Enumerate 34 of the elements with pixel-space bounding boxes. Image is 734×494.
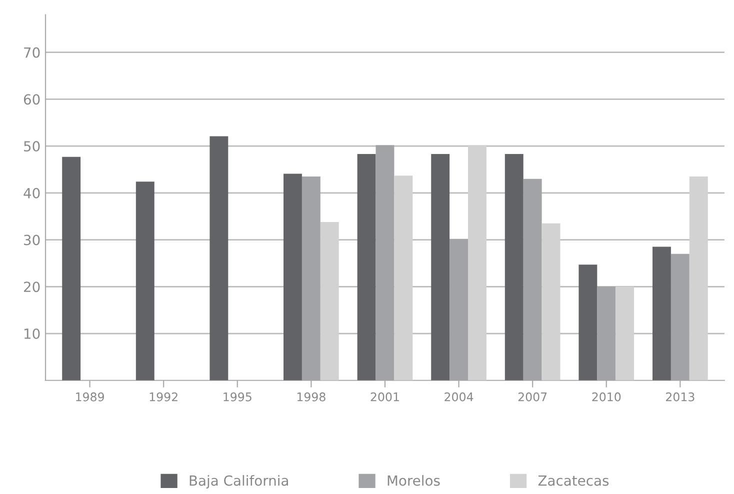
bar [689,176,708,380]
x-tick-label: 1989 [76,392,104,402]
bar [394,176,413,380]
bar [320,222,339,380]
y-tick-label: 70 [24,47,40,58]
y-tick-label: 30 [24,234,40,246]
bar [468,145,486,380]
legend-label: Baja California [190,475,288,489]
bar [136,182,154,380]
bar [578,264,598,380]
bar [504,154,524,380]
bar [284,174,302,380]
legend-label: Zacatecas [538,476,609,486]
x-tick-label: 1995 [224,392,252,402]
x-tick-label: 1998 [297,392,326,402]
x-tick-label: 2004 [444,392,474,402]
x-tick-label: 2001 [370,392,399,402]
bar [62,156,81,380]
bar [431,154,450,380]
y-tick-label: 60 [24,94,40,105]
legend-label: Morelos [388,475,440,486]
x-tick-label: 2013 [666,392,694,402]
y-tick-label: 10 [24,328,40,339]
bar [357,154,376,380]
bar [652,246,671,380]
x-tick-label: 1992 [150,392,178,402]
x-tick-label: 2007 [518,392,547,402]
bar [210,136,228,380]
y-tick-label: 40 [24,188,40,198]
bar [616,286,634,380]
y-tick-label: 50 [24,141,40,152]
x-tick-label: 2010 [592,392,621,402]
bar [542,223,560,380]
y-tick-label: 20 [24,282,40,292]
